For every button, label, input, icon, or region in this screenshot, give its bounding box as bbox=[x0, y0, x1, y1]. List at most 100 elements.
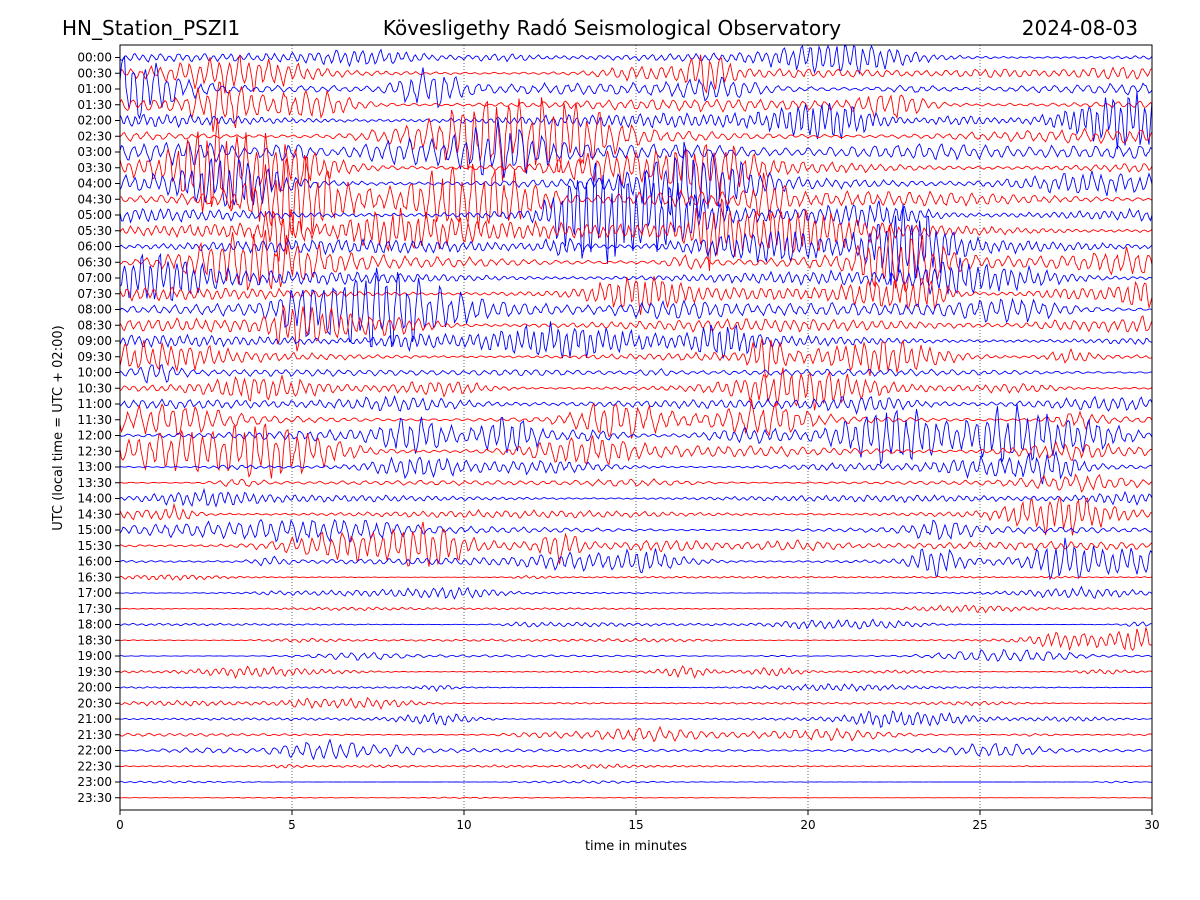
trace-0800 bbox=[119, 267, 1153, 348]
y-tick-label: 22:30 bbox=[77, 759, 112, 773]
trace-1830 bbox=[119, 627, 1153, 652]
trace-1330 bbox=[119, 473, 1153, 493]
y-tick-label: 03:00 bbox=[77, 145, 112, 159]
y-tick-label: 02:00 bbox=[77, 114, 112, 128]
trace-1700 bbox=[119, 585, 1153, 600]
trace-2030 bbox=[119, 696, 1153, 710]
y-tick-label: 17:30 bbox=[77, 602, 112, 616]
y-tick-label: 08:00 bbox=[77, 303, 112, 317]
trace-1530 bbox=[119, 521, 1153, 567]
y-tick-label: 05:00 bbox=[77, 208, 112, 222]
y-tick-label: 18:30 bbox=[77, 633, 112, 647]
trace-0630 bbox=[119, 224, 1153, 293]
y-tick-label: 20:30 bbox=[77, 696, 112, 710]
trace-1430 bbox=[119, 497, 1153, 536]
x-axis-label: time in minutes bbox=[585, 839, 687, 854]
y-tick-label: 15:30 bbox=[77, 539, 112, 553]
y-tick-label: 14:00 bbox=[77, 492, 112, 506]
y-tick-label: 20:00 bbox=[77, 681, 112, 695]
x-tick-label: 0 bbox=[116, 818, 124, 832]
x-tick-label: 20 bbox=[800, 818, 815, 832]
trace-2230 bbox=[119, 763, 1153, 769]
plot-frame bbox=[119, 44, 1153, 811]
y-tick-label: 12:00 bbox=[77, 429, 112, 443]
y-tick-label: 18:00 bbox=[77, 618, 112, 632]
trace-0830 bbox=[119, 305, 1153, 352]
x-tick-label: 10 bbox=[456, 818, 471, 832]
y-tick-label: 01:00 bbox=[77, 82, 112, 96]
trace-1800 bbox=[119, 618, 1152, 630]
trace-1900 bbox=[120, 648, 1153, 662]
y-tick-label: 15:00 bbox=[77, 523, 112, 537]
y-tick-label: 04:30 bbox=[77, 192, 112, 206]
x-tick-group: 0 5 10 15 20 25 30 bbox=[116, 810, 1160, 832]
trace-1730 bbox=[119, 604, 1153, 614]
trace-0300 bbox=[119, 119, 1153, 178]
trace-1200 bbox=[119, 404, 1153, 466]
trace-1500 bbox=[119, 518, 1153, 543]
trace-0030 bbox=[119, 54, 1153, 94]
y-tick-label: 09:30 bbox=[77, 350, 112, 364]
trace-0000 bbox=[119, 44, 1153, 75]
y-tick-label: 19:00 bbox=[77, 649, 112, 663]
y-tick-label: 11:00 bbox=[77, 397, 112, 411]
trace-1230 bbox=[119, 423, 1153, 479]
trace-1130 bbox=[119, 399, 1153, 439]
y-tick-label: 00:00 bbox=[77, 51, 112, 65]
chart-date: 2024-08-03 bbox=[1022, 16, 1138, 40]
x-tick-label: 15 bbox=[628, 818, 643, 832]
trace-1930 bbox=[119, 665, 1153, 680]
trace-0230 bbox=[119, 97, 1153, 182]
y-tick-label: 22:00 bbox=[77, 744, 112, 758]
trace-2100 bbox=[119, 710, 1153, 728]
trace-0330 bbox=[119, 117, 1153, 213]
y-tick-label: 00:30 bbox=[77, 66, 112, 80]
x-tick-label: 30 bbox=[1144, 818, 1159, 832]
y-tick-label: 19:30 bbox=[77, 665, 112, 679]
trace-0100 bbox=[119, 55, 1153, 120]
trace-2200 bbox=[119, 738, 1153, 761]
trace-0600 bbox=[119, 203, 1153, 286]
trace-1300 bbox=[119, 450, 1153, 485]
y-tick-label: 02:30 bbox=[77, 129, 112, 143]
trace-0530 bbox=[119, 198, 1153, 272]
trace-2000 bbox=[119, 683, 1153, 693]
station-name: HN_Station_PSZI1 bbox=[62, 16, 240, 40]
trace-0930 bbox=[119, 338, 1153, 379]
trace-0730 bbox=[119, 276, 1153, 315]
y-tick-label: 21:00 bbox=[77, 712, 112, 726]
y-tick-label: 23:30 bbox=[77, 791, 112, 805]
trace-1030 bbox=[119, 367, 1153, 411]
trace-0900 bbox=[119, 321, 1153, 359]
trace-1100 bbox=[119, 394, 1153, 415]
y-tick-label: 06:00 bbox=[77, 240, 112, 254]
trace-0400 bbox=[119, 141, 1153, 219]
y-tick-label: 10:30 bbox=[77, 381, 112, 395]
y-tick-label: 08:30 bbox=[77, 318, 112, 332]
y-tick-label: 07:00 bbox=[77, 271, 112, 285]
y-tick-label: 23:00 bbox=[77, 775, 112, 789]
y-tick-label: 13:00 bbox=[77, 460, 112, 474]
trace-1400 bbox=[119, 487, 1153, 508]
y-tick-label: 07:30 bbox=[77, 287, 112, 301]
trace-2300 bbox=[120, 779, 1153, 784]
y-tick-label: 21:30 bbox=[77, 728, 112, 742]
trace-2330 bbox=[119, 796, 1153, 799]
x-tick-label: 5 bbox=[288, 818, 296, 832]
trace-1600 bbox=[119, 537, 1153, 581]
trace-0130 bbox=[119, 81, 1153, 132]
y-tick-label: 06:30 bbox=[77, 255, 112, 269]
y-tick-label: 16:30 bbox=[77, 570, 112, 584]
y-tick-label: 12:30 bbox=[77, 444, 112, 458]
x-tick-label: 25 bbox=[972, 818, 987, 832]
y-tick-label: 17:00 bbox=[77, 586, 112, 600]
trace-0700 bbox=[119, 252, 1153, 302]
trace-group bbox=[119, 44, 1153, 799]
y-tick-label: 11:30 bbox=[77, 413, 112, 427]
trace-0200 bbox=[119, 91, 1153, 150]
y-tick-label: 14:30 bbox=[77, 507, 112, 521]
y-tick-label: 05:30 bbox=[77, 224, 112, 238]
y-tick-label: 03:30 bbox=[77, 161, 112, 175]
